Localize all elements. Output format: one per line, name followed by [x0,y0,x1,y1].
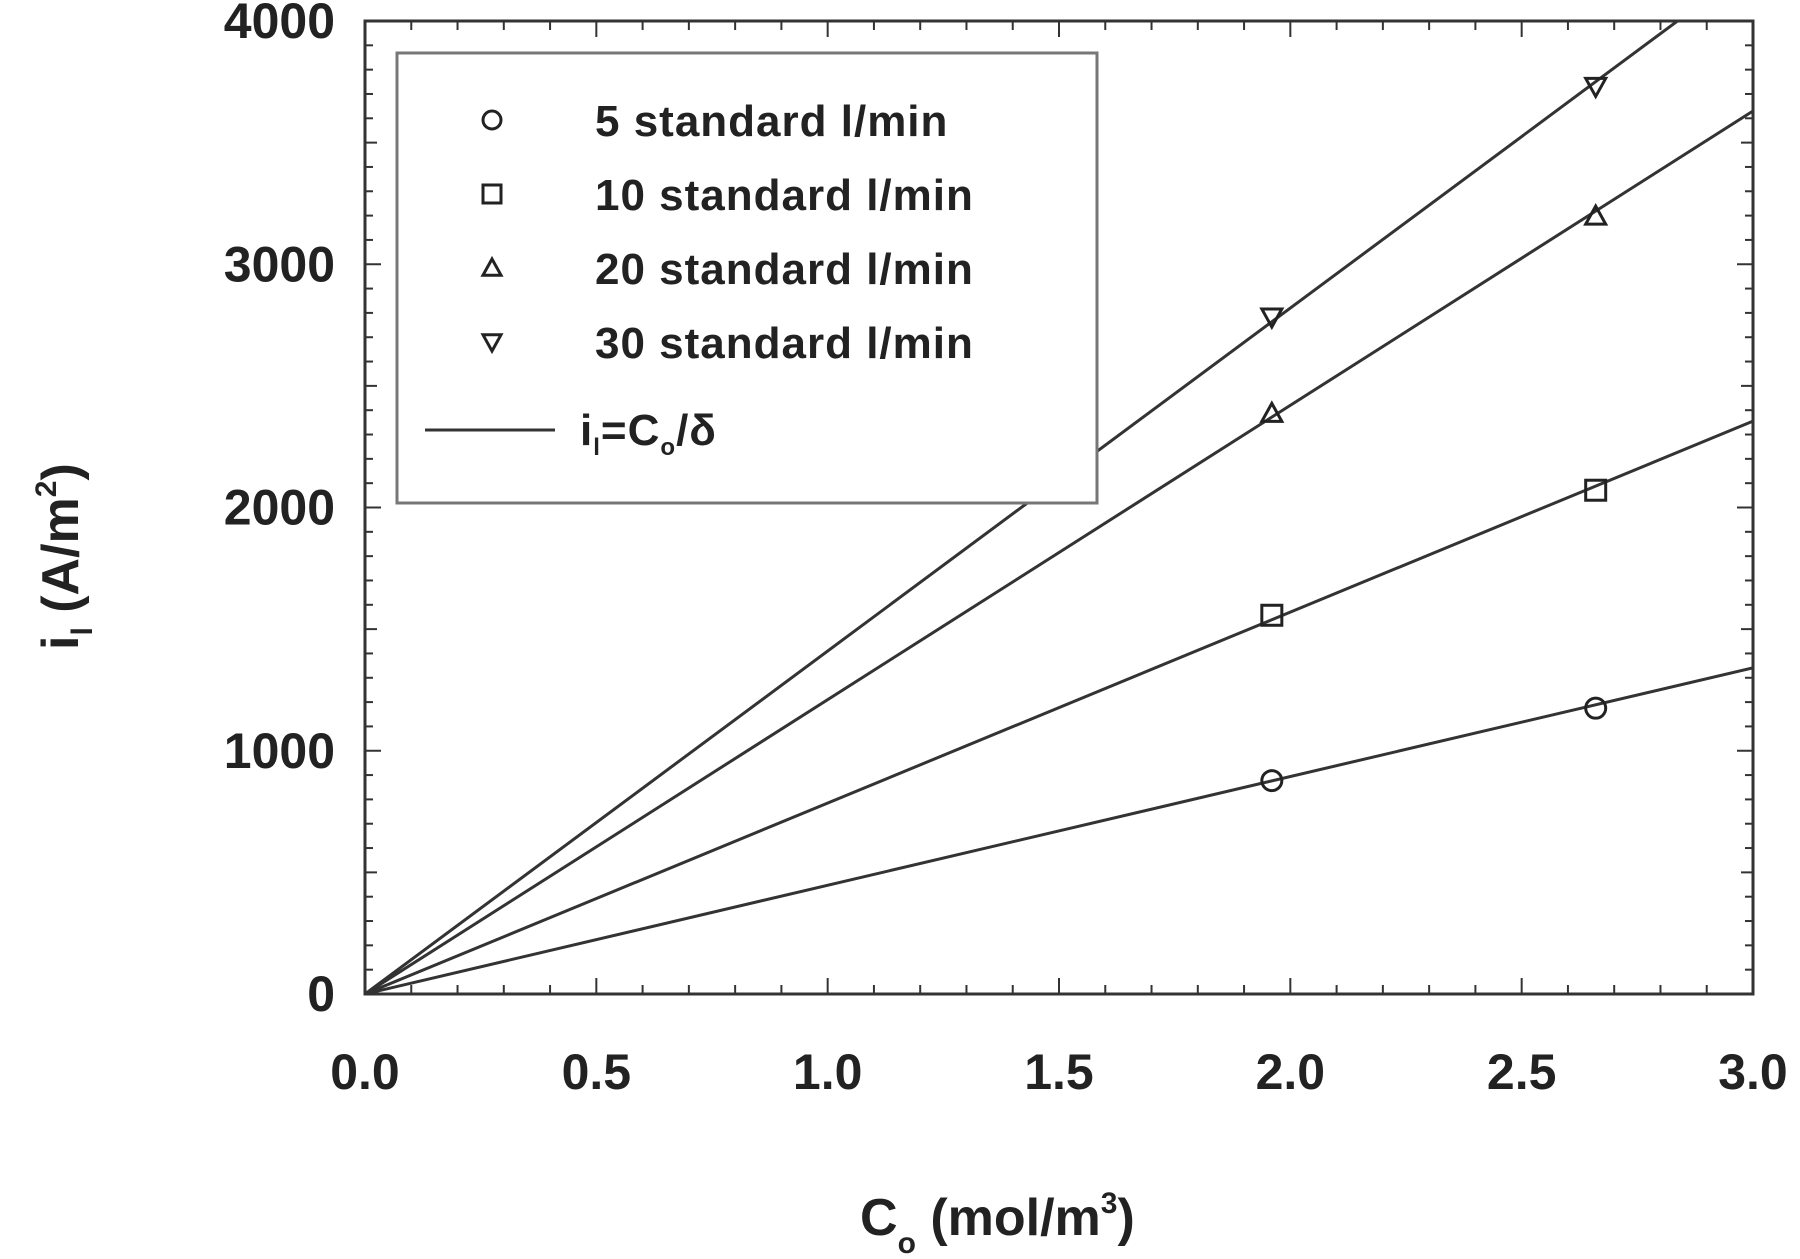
tick-labels: 0.0 0.5 1.0 1.5 2.0 2.5 3.0 0 1000 2000 3000 4000 [224,0,1788,1100]
x-tick-label: 2.0 [1256,1044,1326,1100]
x-tick-label: 3.0 [1718,1044,1788,1100]
triangle-up-marker-icon [1259,400,1285,423]
axis-ticks [364,20,1754,995]
y-tick-label: 3000 [224,236,335,292]
fit-line [365,666,1753,994]
x-tick-label: 2.5 [1487,1044,1557,1100]
y-tick-label: 1000 [224,723,335,779]
legend: 5 standard l/min 10 standard l/min 20 stan… [395,51,1099,505]
circle-marker-icon [1260,769,1284,793]
x-tick-label: 1.5 [1024,1044,1094,1100]
legend-fit-label: il=Co/δ [580,406,717,461]
y-tick-label: 4000 [224,0,335,49]
triangle-down-marker-icon [480,333,504,355]
legend-item-label: 20 standard l/min [595,245,974,294]
fit-line [365,419,1753,994]
legend-item-label: 10 standard l/min [595,171,974,220]
data-markers [1259,76,1609,793]
triangle-up-marker-icon [480,255,504,277]
fit-line [365,109,1753,994]
x-axis-title: Co (mol/m3) [860,1187,1135,1259]
x-tick-label: 1.0 [793,1044,863,1100]
y-axis-title: il (A/m2) [30,463,99,650]
square-marker-icon [1260,603,1284,627]
triangle-down-marker-icon [1583,76,1609,100]
square-marker-icon [1584,478,1608,502]
circle-marker-icon [1584,696,1608,720]
triangle-down-marker-icon [1259,307,1285,331]
x-tick-label: 0.0 [330,1044,400,1100]
legend-box [395,51,1099,505]
y-tick-label: 0 [307,966,335,1022]
y-tick-label: 2000 [224,480,335,536]
circle-marker-icon [481,109,503,131]
x-tick-label: 0.5 [562,1044,632,1100]
legend-item-label: 5 standard l/min [595,97,948,146]
legend-item-label: 30 standard l/min [595,319,974,368]
triangle-up-marker-icon [1583,202,1609,226]
square-marker-icon [481,183,503,205]
